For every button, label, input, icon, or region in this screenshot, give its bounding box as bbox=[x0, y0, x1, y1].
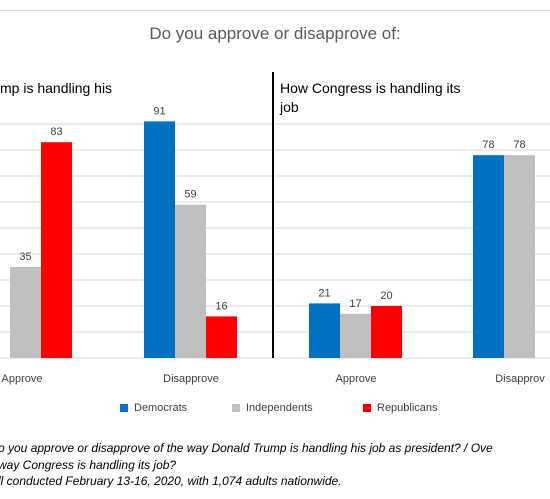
bar-chart: 35 83 Approve 91 59 16 Disapprove 21 17 20 Approve… bbox=[0, 72, 550, 385]
bar-republicans-disapprove bbox=[206, 316, 237, 358]
legend-label-democrats: Democrats bbox=[134, 402, 188, 414]
data-label: 35 bbox=[19, 251, 31, 263]
legend-item-independents: Independents bbox=[232, 402, 313, 414]
legend-item-republicans: Republicans bbox=[363, 402, 438, 414]
legend-swatch-independents bbox=[232, 404, 240, 412]
legend-label-independents: Independents bbox=[246, 402, 313, 414]
chart-title: Do you approve or disapprove of: bbox=[149, 24, 401, 43]
bar-democrats-disapprov bbox=[473, 155, 504, 358]
legend-swatch-republicans bbox=[363, 404, 371, 412]
footnote-line-2: way Congress is handling its job? bbox=[0, 457, 177, 472]
bar-independents-disapprove bbox=[175, 204, 206, 358]
bar-democrats-disapprove bbox=[144, 121, 175, 359]
category-label: Approve bbox=[336, 373, 377, 385]
top-divider bbox=[0, 10, 550, 11]
legend-item-democrats: Democrats bbox=[120, 402, 187, 414]
panel-title-congress: How Congress is handling its job bbox=[280, 80, 461, 115]
legend-swatch-democrats bbox=[120, 404, 128, 412]
bar-independents-disapprov bbox=[504, 155, 535, 358]
data-label: 78 bbox=[482, 139, 494, 151]
footnote: o you approve or disapprove of the way D… bbox=[0, 440, 550, 490]
data-label: 83 bbox=[50, 126, 62, 138]
bar-independents-approve bbox=[10, 267, 41, 358]
data-label: 17 bbox=[349, 298, 361, 310]
bar-independents-approve bbox=[340, 313, 371, 358]
bar-republicans-approve bbox=[41, 142, 72, 358]
footnote-line-1: o you approve or disapprove of the way D… bbox=[0, 441, 493, 455]
category-label: Disapprove bbox=[163, 373, 219, 385]
data-label: 59 bbox=[184, 189, 196, 201]
data-label: 21 bbox=[318, 287, 330, 299]
data-label: 20 bbox=[380, 290, 392, 302]
panel-title-trump: mp is handling his bbox=[0, 80, 113, 96]
footnote-line-3: ll conducted February 13-16, 2020, with … bbox=[0, 474, 342, 488]
bar-republicans-approve bbox=[371, 306, 402, 358]
category-label: Disapprov bbox=[495, 373, 545, 385]
data-label: 16 bbox=[215, 300, 227, 312]
data-label: 91 bbox=[153, 105, 165, 117]
data-label: 78 bbox=[513, 139, 525, 151]
legend-label-republicans: Republicans bbox=[377, 402, 438, 414]
bar-democrats-approve bbox=[309, 303, 340, 358]
category-label: Approve bbox=[2, 373, 43, 385]
